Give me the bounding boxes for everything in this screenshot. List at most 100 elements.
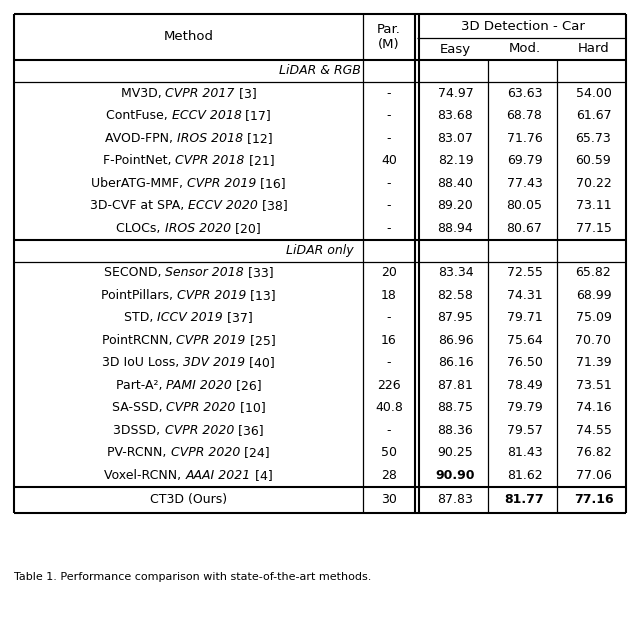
Text: 80.67: 80.67 xyxy=(507,222,543,234)
Text: Part-A²,: Part-A², xyxy=(115,379,166,392)
Text: 70.22: 70.22 xyxy=(575,177,611,190)
Text: STD,: STD, xyxy=(124,311,157,324)
Text: 83.34: 83.34 xyxy=(438,266,474,279)
Text: UberATG-MMF,: UberATG-MMF, xyxy=(91,177,187,190)
Text: 82.19: 82.19 xyxy=(438,154,474,167)
Text: -: - xyxy=(387,222,391,234)
Text: 90.90: 90.90 xyxy=(436,469,476,482)
Text: 74.31: 74.31 xyxy=(507,289,542,302)
Text: 54.00: 54.00 xyxy=(575,86,611,100)
Text: 3D-CVF at SPA,: 3D-CVF at SPA, xyxy=(90,199,188,212)
Text: 18: 18 xyxy=(381,289,397,302)
Text: 83.68: 83.68 xyxy=(438,109,474,123)
Text: CVPR 2020: CVPR 2020 xyxy=(171,446,240,459)
Text: ECCV 2020: ECCV 2020 xyxy=(188,199,258,212)
Text: 80.05: 80.05 xyxy=(506,199,543,212)
Text: 90.25: 90.25 xyxy=(438,446,474,459)
Text: 89.20: 89.20 xyxy=(438,199,474,212)
Text: 72.55: 72.55 xyxy=(507,266,543,279)
Text: PV-RCNN,: PV-RCNN, xyxy=(108,446,171,459)
Text: 79.71: 79.71 xyxy=(507,311,542,324)
Text: 81.43: 81.43 xyxy=(507,446,542,459)
Text: 87.95: 87.95 xyxy=(438,311,474,324)
Text: LiDAR & RGB: LiDAR & RGB xyxy=(279,65,361,78)
Text: 81.77: 81.77 xyxy=(505,493,544,506)
Text: -: - xyxy=(387,132,391,145)
Text: 74.97: 74.97 xyxy=(438,86,474,100)
Text: [36]: [36] xyxy=(234,424,264,437)
Text: CVPR 2019: CVPR 2019 xyxy=(187,177,257,190)
Text: 77.43: 77.43 xyxy=(507,177,542,190)
Text: PointRCNN,: PointRCNN, xyxy=(102,334,176,346)
Text: 20: 20 xyxy=(381,266,397,279)
Text: F-PointNet,: F-PointNet, xyxy=(103,154,175,167)
Text: [20]: [20] xyxy=(231,222,260,234)
Text: 77.06: 77.06 xyxy=(575,469,611,482)
Text: CLOCs,: CLOCs, xyxy=(116,222,164,234)
Text: 75.09: 75.09 xyxy=(575,311,611,324)
Text: SA-SSD,: SA-SSD, xyxy=(111,401,166,414)
Text: CVPR 2017: CVPR 2017 xyxy=(165,86,235,100)
Text: 87.81: 87.81 xyxy=(438,379,474,392)
Text: 79.79: 79.79 xyxy=(507,401,542,414)
Text: 81.62: 81.62 xyxy=(507,469,542,482)
Text: 71.39: 71.39 xyxy=(576,356,611,369)
Text: 63.63: 63.63 xyxy=(507,86,542,100)
Text: 226: 226 xyxy=(377,379,401,392)
Text: 88.94: 88.94 xyxy=(438,222,474,234)
Text: 3D Detection - Car: 3D Detection - Car xyxy=(461,19,584,32)
Text: [10]: [10] xyxy=(236,401,266,414)
Text: 79.57: 79.57 xyxy=(507,424,543,437)
Text: -: - xyxy=(387,109,391,123)
Text: [33]: [33] xyxy=(244,266,273,279)
Text: 88.36: 88.36 xyxy=(438,424,474,437)
Text: Voxel-RCNN,: Voxel-RCNN, xyxy=(104,469,186,482)
Text: 75.64: 75.64 xyxy=(507,334,542,346)
Text: Par.
(M): Par. (M) xyxy=(377,23,401,51)
Text: IROS 2020: IROS 2020 xyxy=(164,222,231,234)
Text: 88.75: 88.75 xyxy=(438,401,474,414)
Text: 88.40: 88.40 xyxy=(438,177,474,190)
Text: CVPR 2019: CVPR 2019 xyxy=(177,289,246,302)
Text: 65.73: 65.73 xyxy=(575,132,611,145)
Text: 50: 50 xyxy=(381,446,397,459)
Text: AAAI 2021: AAAI 2021 xyxy=(186,469,251,482)
Text: CT3D (Ours): CT3D (Ours) xyxy=(150,493,227,506)
Text: [16]: [16] xyxy=(257,177,286,190)
Text: 86.16: 86.16 xyxy=(438,356,474,369)
Text: [26]: [26] xyxy=(232,379,262,392)
Text: AVOD-FPN,: AVOD-FPN, xyxy=(104,132,177,145)
Text: [37]: [37] xyxy=(223,311,253,324)
Text: Table 1. Performance comparison with state-of-the-art methods.: Table 1. Performance comparison with sta… xyxy=(14,572,371,582)
Text: 78.49: 78.49 xyxy=(507,379,542,392)
Text: Sensor 2018: Sensor 2018 xyxy=(165,266,244,279)
Text: 82.58: 82.58 xyxy=(438,289,474,302)
Text: 60.59: 60.59 xyxy=(575,154,611,167)
Text: 77.16: 77.16 xyxy=(573,493,613,506)
Text: -: - xyxy=(387,177,391,190)
Text: Method: Method xyxy=(163,30,214,44)
Text: 28: 28 xyxy=(381,469,397,482)
Text: [40]: [40] xyxy=(245,356,275,369)
Text: -: - xyxy=(387,356,391,369)
Text: [17]: [17] xyxy=(241,109,271,123)
Text: 40.8: 40.8 xyxy=(375,401,403,414)
Text: 68.99: 68.99 xyxy=(576,289,611,302)
Text: 3D IoU Loss,: 3D IoU Loss, xyxy=(102,356,183,369)
Text: [38]: [38] xyxy=(258,199,287,212)
Text: [25]: [25] xyxy=(246,334,275,346)
Text: ContFuse,: ContFuse, xyxy=(106,109,172,123)
Text: -: - xyxy=(387,199,391,212)
Text: CVPR 2019: CVPR 2019 xyxy=(176,334,246,346)
Text: PointPillars,: PointPillars, xyxy=(101,289,177,302)
Text: 71.76: 71.76 xyxy=(507,132,542,145)
Text: 74.55: 74.55 xyxy=(575,424,611,437)
Text: 30: 30 xyxy=(381,493,397,506)
Text: Easy: Easy xyxy=(440,42,471,55)
Text: -: - xyxy=(387,424,391,437)
Text: 68.78: 68.78 xyxy=(507,109,543,123)
Text: -: - xyxy=(387,86,391,100)
Text: 87.83: 87.83 xyxy=(438,493,474,506)
Text: [4]: [4] xyxy=(251,469,273,482)
Text: 16: 16 xyxy=(381,334,397,346)
